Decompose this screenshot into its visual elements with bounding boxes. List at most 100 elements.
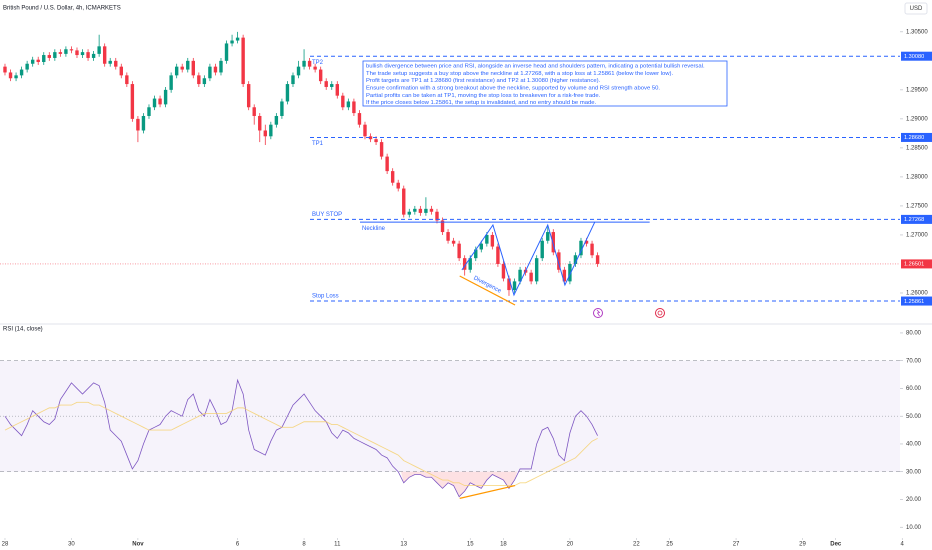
price-tag-label: 1.27268 <box>904 217 924 223</box>
price-tag <box>901 132 932 142</box>
candle-body <box>258 115 262 131</box>
y-tick-label: 1.28000 <box>906 174 928 180</box>
x-tick-label: 4 <box>901 542 905 548</box>
pattern-line <box>461 221 596 297</box>
candle-body <box>357 113 362 125</box>
candle-body <box>341 95 345 108</box>
candle-body <box>202 78 207 85</box>
candle-body <box>451 240 456 244</box>
price-tag <box>901 296 932 306</box>
currency-box[interactable] <box>904 2 928 15</box>
candle-body <box>313 66 317 70</box>
candle-body <box>584 240 589 244</box>
candle-body <box>241 37 245 85</box>
y-tick-label: 1.30500 <box>906 29 928 35</box>
rsi-line <box>4 378 598 498</box>
candle-body <box>53 52 57 58</box>
candle-body <box>368 136 373 140</box>
candle-body <box>573 255 578 264</box>
y-tick-label: 1.29000 <box>906 116 928 122</box>
x-tick-label: 6 <box>236 542 240 548</box>
note-line: bullish divergence between price and RSI… <box>366 64 705 70</box>
candle-body <box>213 66 218 73</box>
x-tick-label: 27 <box>733 542 740 548</box>
level-name: BUY STOP <box>312 212 342 218</box>
candle-body <box>42 55 46 63</box>
candle-body <box>8 72 13 79</box>
candle-body <box>435 211 439 221</box>
candle-body <box>58 52 63 54</box>
candle-body <box>385 156 389 172</box>
candle-body <box>136 118 140 131</box>
candle-body <box>396 182 400 189</box>
candle-body <box>529 272 533 282</box>
candle-body <box>69 49 74 51</box>
x-tick-label: Dec <box>830 542 842 548</box>
note-line: Profit targets are TP1 at 1.28680 (first… <box>366 78 601 84</box>
note-line: The trade setup suggests a buy stop abov… <box>366 71 674 77</box>
candle-body <box>374 139 378 143</box>
event-icon-glyph <box>596 309 601 317</box>
candle-body <box>108 60 112 64</box>
y-tick-label: 20.00 <box>906 497 922 503</box>
candle-body <box>224 43 229 61</box>
candle-body <box>102 46 107 64</box>
currency: USD <box>910 6 923 12</box>
rsi-divergence-line <box>459 485 516 499</box>
price-tag-label: 1.30080 <box>904 54 924 60</box>
candle-body <box>518 269 522 282</box>
candle-body <box>446 232 450 241</box>
candle-body <box>540 240 544 259</box>
candle-body <box>363 124 367 137</box>
candle-body <box>324 81 328 87</box>
x-tick-label: 22 <box>633 542 640 548</box>
candle-body <box>208 66 212 79</box>
candle-body <box>335 84 339 96</box>
x-tick-label: 20 <box>567 542 574 548</box>
y-tick-label: 30.00 <box>906 469 922 475</box>
candle-body <box>252 107 256 116</box>
candle-body <box>590 243 594 256</box>
price-tag-label: 1.28680 <box>904 135 924 141</box>
candle-body <box>557 252 561 270</box>
neckline-label: Neckline <box>362 226 386 232</box>
candle-body <box>429 208 434 212</box>
candle-body <box>235 37 240 41</box>
candle-body <box>158 98 162 105</box>
candle-body <box>25 63 29 70</box>
y-tick-label: 60.00 <box>906 386 922 392</box>
candle-body <box>512 281 517 291</box>
note-box <box>362 60 728 107</box>
candle-body <box>462 258 467 270</box>
level-name: TP2 <box>312 60 324 66</box>
x-tick-label: 13 <box>400 542 407 548</box>
last-price-label: 1.26501 <box>904 262 924 268</box>
candle-body <box>501 263 506 279</box>
divergence-line <box>459 275 516 306</box>
candle-body <box>219 60 223 73</box>
candle-body <box>141 115 146 131</box>
candle-body <box>263 130 267 137</box>
candle-body <box>346 101 351 108</box>
candle-body <box>291 75 295 85</box>
candle-body <box>379 142 384 157</box>
note-line: Partial profits can be taken at TP1, mov… <box>366 93 601 99</box>
candle-body <box>152 98 157 108</box>
candle-body <box>496 246 500 264</box>
y-tick-label: 10.00 <box>906 525 922 531</box>
candle-body <box>595 255 600 264</box>
candle-body <box>169 75 173 90</box>
event-icon[interactable] <box>655 308 665 318</box>
x-tick-label: Nov <box>132 542 144 548</box>
candle-body <box>119 66 123 76</box>
candle-body <box>186 60 190 70</box>
candle-body <box>86 52 90 58</box>
y-tick-label: 40.00 <box>906 442 922 448</box>
candle-body <box>485 234 489 244</box>
candle-body <box>91 53 96 58</box>
candle-body <box>130 84 135 119</box>
candle-body <box>230 40 234 44</box>
candle-body <box>468 258 472 270</box>
candle-body <box>36 59 40 63</box>
